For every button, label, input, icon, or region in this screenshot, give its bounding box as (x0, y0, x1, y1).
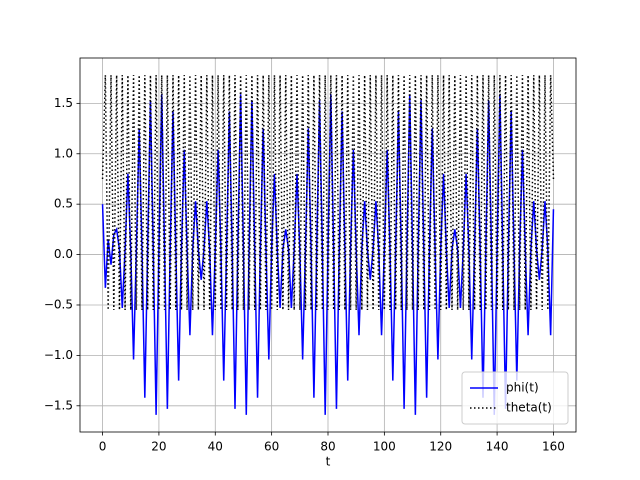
x-tick-label: 160 (542, 440, 565, 454)
plot-frame (79, 57, 577, 433)
legend-label: phi(t) (506, 381, 539, 395)
legend-label: theta(t) (506, 401, 552, 415)
y-tick-label: 1.0 (54, 146, 73, 160)
x-tick-label: 20 (151, 440, 166, 454)
series-line (101, 75, 555, 311)
y-tick-label: −1.0 (44, 348, 73, 362)
x-axis-label: t (326, 455, 331, 469)
x-tick-label: 120 (429, 440, 452, 454)
x-tick-label: 60 (264, 440, 279, 454)
y-tick-label: 0.5 (54, 197, 73, 211)
x-tick-label: 0 (99, 440, 107, 454)
x-tick-label: 80 (320, 440, 335, 454)
y-tick-label: −0.5 (44, 297, 73, 311)
y-tick-label: −1.5 (44, 398, 73, 412)
x-tick-label: 100 (373, 440, 396, 454)
x-tick-label: 40 (208, 440, 223, 454)
legend-box (461, 371, 569, 425)
y-tick-label: 0.0 (54, 247, 73, 261)
x-tick-label: 140 (486, 440, 509, 454)
y-tick-label: 1.5 (54, 96, 73, 110)
